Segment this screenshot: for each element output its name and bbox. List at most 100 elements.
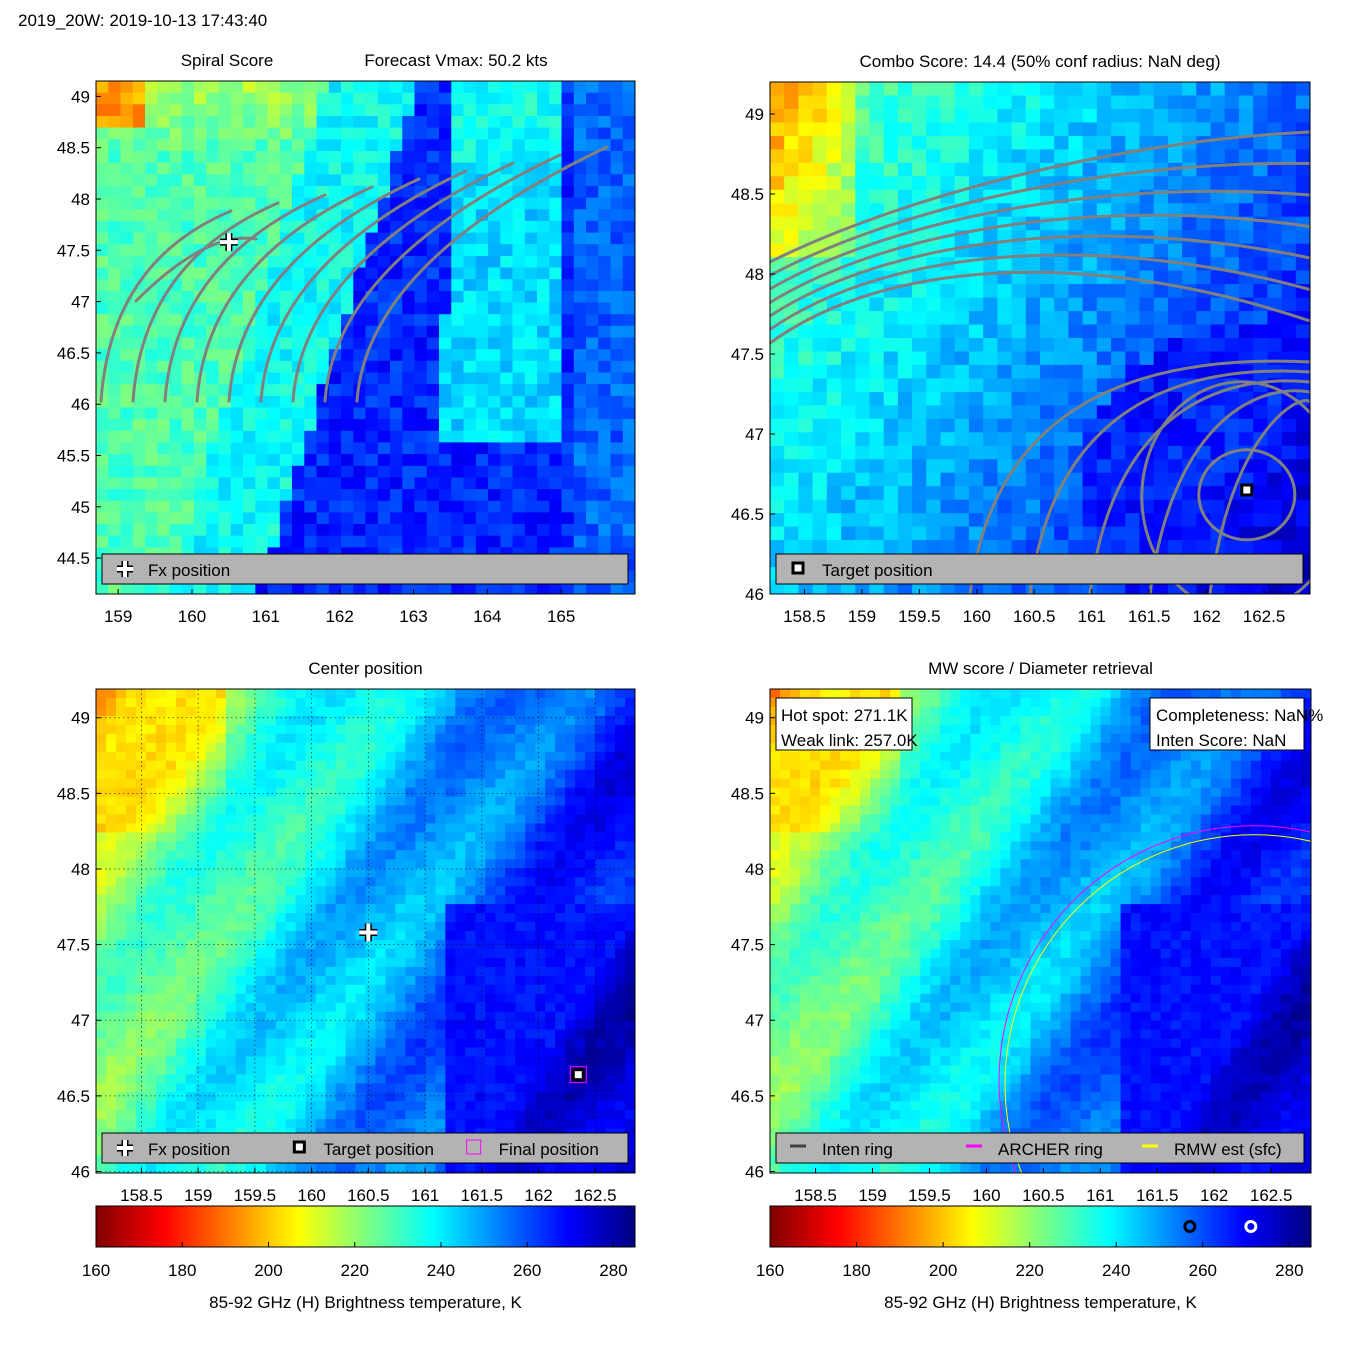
x-tick-label: 162	[325, 607, 353, 626]
y-tick-label: 47	[71, 1011, 90, 1030]
panel-center: 158.5 159 159.5 160 160.5 161 161.5 162 162.5 46 4…	[57, 659, 636, 1205]
y-tick-label: 47	[745, 1011, 764, 1030]
heatmap-field	[770, 82, 1310, 594]
x-tick-label: 161	[1086, 1186, 1114, 1205]
legend: Fx position	[101, 553, 629, 585]
x-tick-label: 162	[524, 1186, 552, 1205]
legend: Fx position Target position Final position	[101, 1132, 629, 1164]
colorbar-tick-label: 240	[1102, 1261, 1130, 1280]
y-tick-label: 49	[745, 105, 764, 124]
y-tick-label: 45	[71, 498, 90, 517]
x-tick-label: 161.5	[1136, 1186, 1179, 1205]
axes-frame	[95, 80, 636, 595]
x-tick-label: 158.5	[120, 1186, 163, 1205]
colorbar-tick-label: 200	[254, 1261, 282, 1280]
x-tick-label: 161	[252, 607, 280, 626]
x-tick-label: 160	[297, 1186, 325, 1205]
colorbar-marker-white-ring	[1244, 1220, 1258, 1233]
x-tick-label: 162.5	[1243, 607, 1286, 626]
heatmap-field	[96, 81, 635, 594]
colorbar-tick-label: 160	[82, 1261, 110, 1280]
annotation-right: Completeness: NaN%Inten Score: NaN	[1149, 697, 1323, 751]
colorbar-tick-label: 180	[168, 1261, 196, 1280]
y-tick-label: 47	[745, 425, 764, 444]
x-tick-label: 164	[473, 607, 501, 626]
y-tick-label: 47	[71, 293, 90, 312]
page-header: 2019_20W: 2019-10-13 17:43:40	[18, 11, 268, 30]
x-tick-label: 159	[848, 607, 876, 626]
axes-frame	[95, 688, 636, 1174]
y-tick-label: 47.5	[731, 345, 764, 364]
y-tick-label: 46.5	[57, 344, 90, 363]
y-tick-label: 49	[745, 709, 764, 728]
x-tick-label: 160.5	[347, 1186, 390, 1205]
colorbar-tick-label: 280	[1275, 1261, 1303, 1280]
x-tick-label: 165	[547, 607, 575, 626]
colorbar-label: 85-92 GHz (H) Brightness temperature, K	[209, 1293, 522, 1312]
panel-spiral: 159 160 161 162 163 164 165 44.5 45 45.5 46 46.5 47 4…	[57, 51, 636, 626]
colorbar-tick-label: 280	[599, 1261, 627, 1280]
x-tick-label: 163	[399, 607, 427, 626]
colorbar-cb-right: 160 180 200 220 240 260 280 85-92 GHz (H) Brigh…	[756, 1205, 1312, 1312]
marker-square-1	[571, 1068, 585, 1082]
colorbar-tick-label: 180	[842, 1261, 870, 1280]
y-tick-label: 48.5	[57, 784, 90, 803]
legend-item-2: RMW est (sfc)	[1142, 1140, 1282, 1159]
marker-plus-0	[359, 923, 378, 942]
y-tick-label: 48.5	[57, 139, 90, 158]
marker-magenta-square-2	[569, 1066, 587, 1084]
x-tick-label: 159.5	[908, 1186, 951, 1205]
legend-item-2: Final position	[466, 1139, 599, 1159]
x-tick-label: 159	[184, 1186, 212, 1205]
panel-title: MW score / Diameter retrieval	[928, 659, 1153, 678]
panel-title-left: Spiral Score	[181, 51, 274, 70]
y-tick-label: 46.5	[731, 505, 764, 524]
svg-text:Fx position: Fx position	[148, 561, 230, 580]
y-tick-label: 48.5	[731, 784, 764, 803]
legend-item-1: ARCHER ring	[966, 1140, 1103, 1159]
panel-title: Center position	[308, 659, 422, 678]
y-tick-label: 44.5	[57, 549, 90, 568]
colorbar-marker-black-ring	[1183, 1220, 1197, 1233]
y-tick-label: 48.5	[731, 185, 764, 204]
colorbar-tick-label: 160	[756, 1261, 784, 1280]
x-tick-label: 161.5	[1128, 607, 1171, 626]
axes-frame	[769, 81, 1311, 595]
x-tick-label: 160	[972, 1186, 1000, 1205]
colorbar-tick-label: 200	[929, 1261, 957, 1280]
x-tick-label: 162.5	[1250, 1186, 1293, 1205]
legend: Inten ring ARCHER ring RMW est (sfc)	[775, 1132, 1305, 1164]
legend-item-0: Fx position	[117, 561, 230, 580]
x-tick-label: 159	[858, 1186, 886, 1205]
x-tick-label: 161.5	[461, 1186, 504, 1205]
x-tick-label: 160.5	[1022, 1186, 1065, 1205]
x-tick-label: 162	[1192, 607, 1220, 626]
legend-item-0: Inten ring	[790, 1140, 893, 1159]
legend-item-1: Target position	[292, 1140, 434, 1159]
y-tick-label: 48	[745, 860, 764, 879]
y-tick-label: 48	[71, 860, 90, 879]
y-tick-label: 47.5	[57, 936, 90, 955]
colorbar-label: 85-92 GHz (H) Brightness temperature, K	[884, 1293, 1197, 1312]
panel-title-right: Forecast Vmax: 50.2 kts	[364, 51, 547, 70]
x-tick-label: 158.5	[794, 1186, 837, 1205]
colorbar-tick-label: 220	[341, 1261, 369, 1280]
y-tick-label: 47.5	[731, 936, 764, 955]
marker-square-0	[1240, 483, 1254, 497]
x-tick-label: 160.5	[1013, 607, 1056, 626]
legend-item-0: Target position	[791, 561, 933, 580]
marker-plus-0	[219, 233, 238, 252]
y-tick-label: 47.5	[57, 241, 90, 260]
x-tick-label: 159	[104, 607, 132, 626]
x-tick-label: 159.5	[234, 1186, 277, 1205]
colorbar-tick-label: 260	[513, 1261, 541, 1280]
y-tick-label: 48	[71, 190, 90, 209]
heatmap-field	[96, 689, 635, 1173]
y-tick-label: 46	[745, 1162, 764, 1181]
x-tick-label: 162	[1200, 1186, 1228, 1205]
colorbar-tick-label: 240	[427, 1261, 455, 1280]
colorbar-tick-label: 260	[1189, 1261, 1217, 1280]
svg-text:Target position: Target position	[822, 561, 933, 580]
